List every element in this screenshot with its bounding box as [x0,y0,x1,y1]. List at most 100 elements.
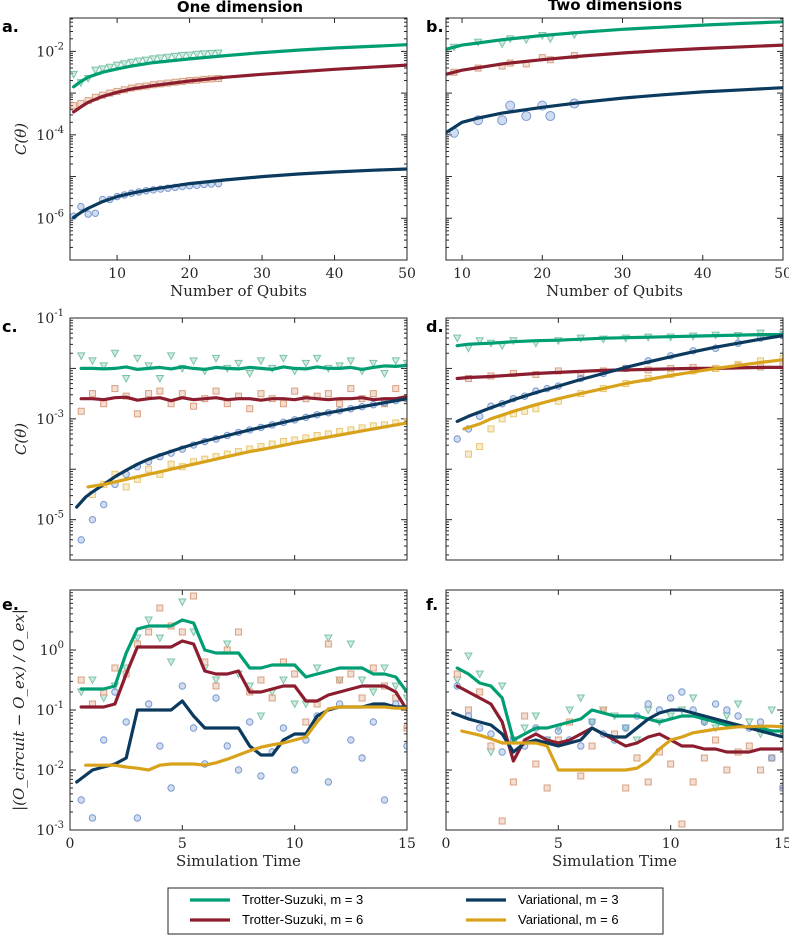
marker-trotter6-data [633,754,641,762]
x-tick-label: 50 [774,266,789,282]
marker-trotter3-data [380,664,389,673]
x-tick-label: 30 [614,266,632,282]
x-tick-label: 10 [662,836,680,852]
marker-trotter6-data [190,402,198,410]
marker-var3-data [723,706,731,714]
marker-trotter6-data [190,592,198,600]
series-line-trotter6-fit [446,43,783,76]
series-line-var6-fit [84,705,407,772]
x-tick-label: 15 [774,836,789,852]
panel-letter: d. [426,317,444,336]
legend-label-var6: Variational, m = 6 [518,912,619,927]
marker-var6-data [167,460,175,468]
marker-trotter3-data [391,357,401,366]
y-tick-label: 10-3 [36,409,64,428]
marker-trotter6-data [111,664,119,672]
marker-trotter6-data [464,706,472,714]
marker-trotter6-data [588,742,596,750]
marker-var3-data [734,712,742,720]
marker-trotter3-data [565,706,574,715]
marker-var6-data [464,450,472,458]
series-line-trotter3-fit [79,618,407,694]
marker-trotter3-data [452,334,462,343]
marker-var6-data [779,354,783,362]
marker-trotter3-data [256,357,266,366]
axes-frame [69,17,408,261]
series-line-var3-fit [451,708,783,754]
marker-trotter3-data [177,52,187,61]
y-tick-label: 10-2 [36,760,64,779]
marker-trotter3-data [346,640,356,649]
marker-trotter3-data [121,375,131,384]
marker-trotter3-data [88,676,97,685]
y-tick-label: 10-1 [36,308,64,327]
marker-trotter3-data [688,694,698,703]
marker-trotter3-data [475,337,485,346]
marker-var3-data [347,736,355,744]
y-tick-label: 10-1 [36,700,64,719]
marker-trotter3-data [402,694,407,703]
x-tick-label: 40 [694,266,712,282]
marker-trotter3-data [632,736,642,745]
marker-trotter3-data [245,369,255,379]
marker-trotter3-data [324,634,333,643]
marker-var3-data [279,724,288,732]
marker-trotter6-data [302,718,310,726]
marker-trotter3-data [166,658,176,667]
series-line-trotter6-fit [71,63,407,114]
marker-trotter3-data [211,676,221,685]
marker-trotter3-data [234,359,243,368]
x-tick-label: 10 [108,266,126,282]
marker-var3-data [77,536,85,544]
legend: Trotter-Suzuki, m = 3 Variational, m = 3 T… [167,887,664,935]
marker-trotter6-data [453,670,461,678]
x-tick-label: 10 [453,266,471,282]
minor-ticks [70,589,407,831]
axes-frame [445,589,784,831]
marker-var3-data [554,727,563,735]
marker-var3-data [453,435,461,443]
series-line-var3-fit [446,86,783,135]
marker-trotter6-data [133,410,141,418]
marker-var3-data [246,718,254,726]
series-line-trotter6-fit [79,395,407,403]
marker-trotter3-data [666,712,676,721]
marker-trotter3-data [531,712,541,721]
series-markers-var3-data [70,179,223,220]
marker-var3-data [666,694,675,702]
minor-ticks [70,317,407,556]
marker-trotter3-data [98,65,107,74]
marker-var3-data [212,694,220,702]
marker-trotter3-data [110,349,120,358]
marker-var3-data [380,796,389,804]
x-tick-label: 20 [181,266,199,282]
marker-var3-data [122,718,130,726]
x-tick-label: 10 [286,836,304,852]
marker-trotter3-data [127,58,136,67]
marker-var3-data [545,111,556,122]
marker-trotter3-data [335,362,344,371]
marker-var3-data [77,202,85,211]
marker-trotter6-data [532,760,540,768]
panel-a: a. 10-6 10-4 10-2 10 20 30 40 50 Number of Qubits… [2,17,416,300]
marker-var3-data [521,111,532,122]
marker-trotter3-data [256,712,266,721]
marker-trotter3-data [497,40,507,49]
marker-trotter3-data [156,54,165,63]
marker-var3-data [178,682,187,690]
plot-area [70,43,407,220]
marker-trotter3-data [346,357,356,366]
marker-var3-data [88,814,97,822]
marker-var3-data [497,115,508,126]
marker-trotter6-data [369,390,377,398]
marker-trotter6-data [257,390,265,398]
marker-var3-data [100,500,108,509]
x-tick-label: 5 [554,836,563,852]
marker-var3-data [257,772,265,780]
marker-var3-data [588,718,596,726]
marker-var3-data [678,688,686,696]
series-markers-var3-data [77,682,407,822]
legend-box [167,887,664,935]
marker-trotter3-data [149,55,158,64]
marker-trotter3-data [744,718,754,727]
